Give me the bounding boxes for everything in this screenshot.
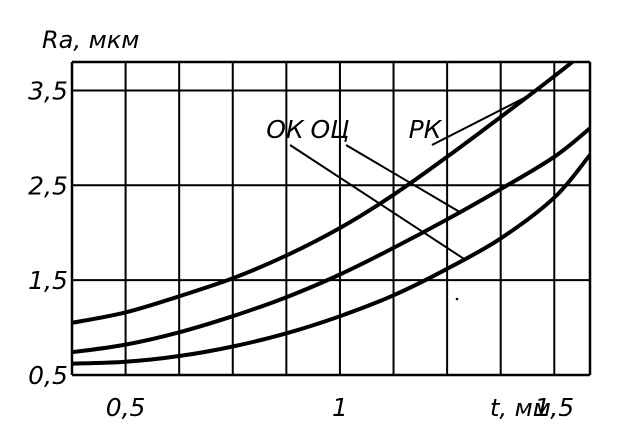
x-tick-label-2: 1,5 xyxy=(534,393,574,422)
tick-labels: 0,5 1 1,5 0,5 1,5 2,5 3,5 xyxy=(28,76,574,422)
speck-dot xyxy=(455,297,459,301)
y-tick-label-3: 3,5 xyxy=(28,76,68,105)
curve-labels: ОК ОЦ РК xyxy=(266,115,442,144)
leader-0 xyxy=(289,144,465,260)
axis-titles: Ra, мкм t, мм xyxy=(42,26,551,422)
curve-label-2: РК xyxy=(409,115,443,144)
series-line-0 xyxy=(72,62,576,325)
leader-1 xyxy=(345,144,461,214)
y-axis-title: Ra, мкм xyxy=(42,26,139,54)
grid xyxy=(72,62,590,375)
curves xyxy=(72,62,590,366)
curve-label-0: ОК xyxy=(266,115,305,144)
leader-2 xyxy=(431,94,530,146)
x-tick-label-0: 0,5 xyxy=(106,393,146,422)
series-line-2 xyxy=(72,153,590,366)
x-axis-title: t, мм xyxy=(490,394,551,422)
label-leaders xyxy=(289,94,530,260)
y-tick-label-2: 2,5 xyxy=(28,171,68,200)
y-tick-label-0: 0,5 xyxy=(28,361,68,390)
curve-label-1: ОЦ xyxy=(310,115,349,144)
series-line-1 xyxy=(72,126,590,355)
x-tick-label-1: 1 xyxy=(332,393,348,422)
y-tick-label-1: 1,5 xyxy=(28,266,68,295)
